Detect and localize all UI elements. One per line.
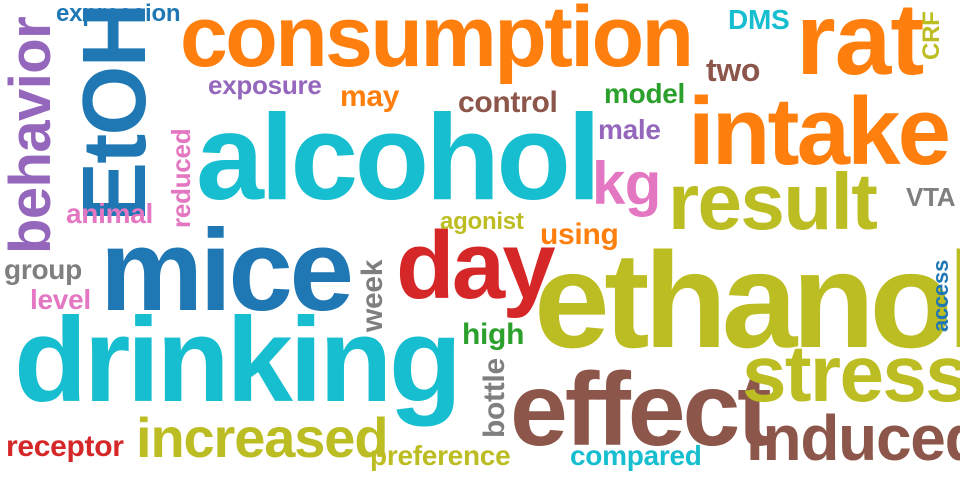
word-receptor: receptor <box>6 430 124 463</box>
word-consumption: consumption <box>180 0 694 85</box>
word-behavior: behavior <box>0 16 63 254</box>
word-mice: mice <box>100 205 354 335</box>
word-intake: intake <box>688 78 951 185</box>
word-agonist: agonist <box>440 208 524 235</box>
word-induced: induced <box>746 402 960 474</box>
word-drinking: drinking <box>14 293 462 427</box>
word-male: male <box>598 114 661 145</box>
word-two: two <box>706 52 761 88</box>
word-day: day <box>396 212 556 319</box>
word-result: result <box>668 157 878 246</box>
word-increased: increased <box>136 406 389 469</box>
word-ethanol: ethanol <box>534 224 960 376</box>
word-bottle: bottle <box>478 358 511 438</box>
word-may: may <box>340 80 400 113</box>
word-group: group <box>4 254 82 285</box>
word-control: control <box>458 86 558 119</box>
word-dms: DMS <box>728 4 790 35</box>
word-access: access <box>928 259 953 332</box>
word-etoh: EtOH <box>65 4 165 222</box>
word-high: high <box>462 318 525 351</box>
word-rat: rat <box>796 0 924 96</box>
word-expression: expression <box>56 0 181 27</box>
word-kg: kg <box>592 150 661 217</box>
word-animal: animal <box>66 198 154 229</box>
word-level: level <box>30 284 91 315</box>
word-vta: VTA <box>906 182 956 212</box>
word-alcohol: alcohol <box>196 89 601 225</box>
word-using: using <box>540 218 619 251</box>
word-exposure: exposure <box>208 70 322 100</box>
word-effect: effect <box>510 352 772 468</box>
word-compared: compared <box>570 440 702 471</box>
word-preference: preference <box>370 440 511 471</box>
word-stress: stress <box>742 329 960 418</box>
word-reduced: reduced <box>166 128 196 228</box>
word-model: model <box>604 78 686 109</box>
word-week: week <box>356 259 389 332</box>
word-crf: CRF <box>918 11 945 60</box>
